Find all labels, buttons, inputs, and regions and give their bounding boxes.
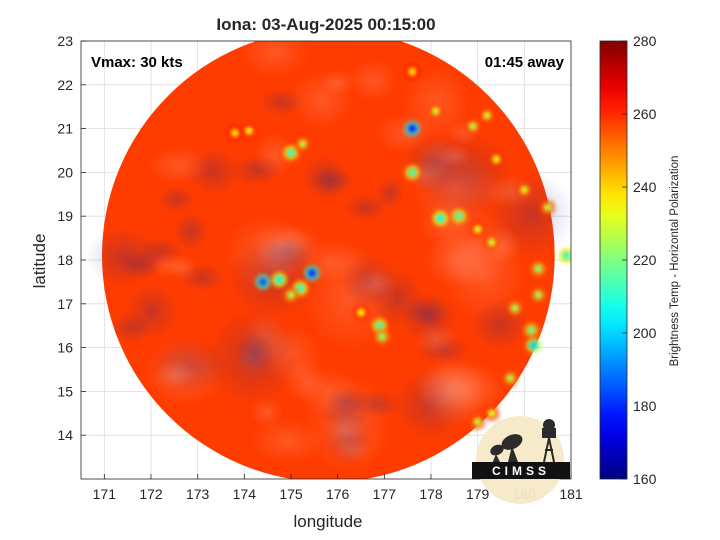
feature-core — [473, 418, 482, 427]
feature-core — [529, 341, 538, 350]
texture-patch — [147, 146, 210, 184]
colorbar-tick-label: 180 — [633, 398, 657, 414]
texture-patch — [350, 59, 397, 102]
feature-core — [455, 212, 463, 221]
convective-cells — [227, 64, 571, 430]
y-tick-label: 23 — [57, 33, 73, 49]
feature-core — [431, 107, 440, 116]
y-axis-label: latitude — [30, 234, 49, 289]
chart-title: Iona: 03-Aug-2025 00:15:00 — [216, 15, 435, 34]
feature-core — [287, 291, 295, 300]
y-tick-label: 16 — [57, 340, 73, 356]
feature-core — [296, 284, 305, 293]
feature-core — [245, 126, 253, 135]
feature-core — [492, 155, 501, 164]
colorbar-tick-label: 220 — [633, 252, 657, 268]
y-tick-label: 19 — [57, 208, 73, 224]
feature-core — [231, 128, 239, 137]
logo-text: CIMSS — [492, 464, 550, 478]
feature-core — [298, 139, 307, 148]
feature-core — [534, 291, 543, 300]
feature-core — [562, 251, 571, 260]
time-away-label: 01:45 away — [485, 54, 565, 71]
feature-core — [473, 225, 482, 234]
cold-cell — [311, 167, 355, 196]
cold-cell — [119, 250, 164, 279]
y-tick-label: 15 — [57, 383, 73, 399]
y-tick-label: 22 — [57, 77, 73, 93]
texture-patch — [416, 353, 485, 431]
texture-patch — [172, 211, 209, 251]
feature-core — [534, 264, 543, 273]
feature-core — [408, 67, 417, 76]
texture-patch — [251, 419, 324, 463]
texture-patch — [250, 397, 283, 428]
feature-core — [308, 269, 316, 278]
feature-core — [487, 238, 496, 247]
x-tick-label: 174 — [233, 486, 257, 502]
texture-patch — [250, 224, 311, 263]
feature-core — [259, 277, 267, 286]
cold-cell — [404, 298, 449, 327]
x-tick-label: 178 — [419, 486, 443, 502]
feature-core — [287, 148, 295, 157]
x-tick-label: 172 — [139, 486, 163, 502]
feature-core — [408, 168, 417, 177]
colorbar-label: Brightness Temp - Horizontal Polarizatio… — [669, 156, 681, 367]
cold-cell — [343, 193, 388, 222]
feature-core — [469, 122, 477, 131]
feature-core — [483, 111, 491, 120]
x-tick-label: 173 — [186, 486, 210, 502]
colorbar-tick-label: 160 — [633, 471, 657, 487]
feature-core — [543, 203, 552, 212]
colorbar-tick-label: 280 — [633, 33, 657, 49]
x-tick-label: 177 — [373, 486, 397, 502]
feature-core — [520, 185, 529, 194]
x-tick-label: 175 — [279, 486, 303, 502]
feature-core — [527, 326, 536, 335]
feature-core — [487, 409, 496, 418]
y-axis-ticks: 14 15 16 17 18 19 20 21 22 23 — [57, 33, 86, 443]
cimss-logo: CIMSS — [472, 416, 570, 504]
feature-core — [375, 321, 384, 330]
colorbar-tick-label: 240 — [633, 179, 657, 195]
vmax-label: Vmax: 30 kts — [91, 54, 183, 71]
colorbar-tick-label: 260 — [633, 106, 657, 122]
feature-core — [511, 304, 519, 313]
y-tick-label: 14 — [57, 427, 73, 443]
x-axis-label: longitude — [293, 512, 362, 531]
cold-cell — [180, 263, 225, 292]
feature-core — [275, 275, 284, 284]
texture-patch — [289, 70, 354, 129]
feature-core — [357, 308, 365, 317]
swath-layer — [86, 41, 571, 479]
x-tick-label: 176 — [326, 486, 350, 502]
y-tick-label: 20 — [57, 164, 73, 180]
texture-patch — [230, 154, 284, 186]
feature-core — [506, 374, 515, 383]
y-tick-label: 21 — [57, 121, 73, 137]
cold-cell — [259, 88, 304, 117]
feature-core — [378, 332, 386, 341]
y-tick-label: 18 — [57, 252, 73, 268]
y-tick-label: 17 — [57, 296, 73, 312]
x-tick-label: 171 — [93, 486, 117, 502]
texture-patch — [158, 185, 195, 214]
texture-patch — [258, 326, 322, 383]
cold-cell — [325, 386, 369, 415]
texture-patch — [126, 282, 178, 340]
x-tick-label: 181 — [559, 486, 583, 502]
feature-core — [436, 214, 445, 223]
texture-patch — [153, 360, 194, 391]
swath-texture — [86, 41, 571, 475]
texture-patch — [239, 41, 310, 78]
colorbar-tick-label: 200 — [633, 325, 657, 341]
colorbar-ticks: 160 180 200 220 240 260 280 — [622, 33, 657, 487]
x-tick-label: 179 — [466, 486, 490, 502]
feature-core — [408, 124, 417, 133]
